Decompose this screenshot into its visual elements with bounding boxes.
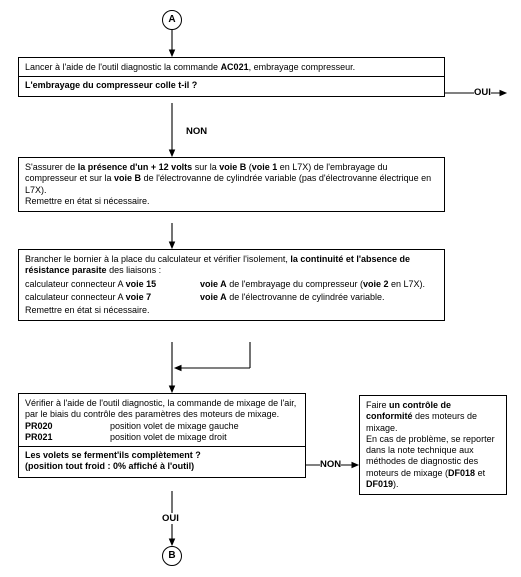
s2-t3: sur la — [192, 162, 219, 172]
s2-t1: S'assurer de — [25, 162, 78, 172]
s3-r1rb2: voie 2 — [363, 279, 389, 289]
s5-t5: DF018 — [448, 468, 475, 478]
step-launch-ac021: Lancer à l'aide de l'outil diagnostic la… — [18, 57, 445, 97]
s2-t10: Remettre en état si nécessaire. — [25, 196, 438, 207]
s3-r2lb: voie 7 — [126, 292, 152, 302]
s4-q1: Les volets se ferment'ils complètement ? — [25, 450, 299, 461]
s3-t4: Remettre en état si nécessaire. — [25, 305, 438, 316]
s5-t1: Faire — [366, 400, 389, 410]
s4-pr020l: PR020 — [25, 421, 110, 432]
node-b: B — [162, 546, 182, 566]
s2-t8: voie B — [114, 173, 141, 183]
label-non-top: NON — [186, 126, 207, 137]
step1-bold: AC021 — [221, 62, 249, 72]
s3-r1r2: en L7X). — [389, 279, 426, 289]
step-conformity-check: Faire un contrôle de conformité des mote… — [359, 395, 507, 495]
s3-r2l: calculateur connecteur A — [25, 292, 126, 302]
step1-pre: Lancer à l'aide de l'outil diagnostic la… — [25, 62, 221, 72]
s3-r2r: de l'électrovanne de cylindrée variable. — [227, 292, 385, 302]
s3-r1rb: voie A — [200, 279, 227, 289]
step1-post: , embrayage compresseur. — [249, 62, 356, 72]
s3-r1lb: voie 15 — [126, 279, 157, 289]
s4-pr020r: position volet de mixage gauche — [110, 421, 239, 432]
step-mixing-check: Vérifier à l'aide de l'outil diagnostic,… — [18, 393, 306, 478]
flowchart-canvas: A Lancer à l'aide de l'outil diagnostic … — [0, 0, 521, 577]
s5-t8: ). — [393, 479, 399, 489]
s2-t6: voie 1 — [252, 162, 278, 172]
label-oui-bottom: OUI — [162, 513, 179, 524]
s5-t6: et — [475, 468, 485, 478]
s2-t2: la présence d'un + 12 volts — [78, 162, 192, 172]
s3-r1r: de l'embrayage du compresseur ( — [227, 279, 363, 289]
s3-t3: des liaisons : — [107, 265, 162, 275]
step-continuity-check: Brancher le bornier à la place du calcul… — [18, 249, 445, 321]
s4-q2: (position tout froid : 0% affiché à l'ou… — [25, 461, 299, 472]
s2-t4: voie B — [219, 162, 246, 172]
s3-r2rb: voie A — [200, 292, 227, 302]
s4-t1: Vérifier à l'aide de l'outil diagnostic,… — [25, 398, 299, 421]
s3-r1l: calculateur connecteur A — [25, 279, 126, 289]
s3-t1: Brancher le bornier à la place du calcul… — [25, 254, 290, 264]
s5-t7: DF019 — [366, 479, 393, 489]
s4-pr021r: position volet de mixage droit — [110, 432, 227, 443]
s4-pr021l: PR021 — [25, 432, 110, 443]
label-oui-top: OUI — [474, 87, 491, 98]
label-non-mid: NON — [320, 459, 341, 470]
step1-question: L'embrayage du compresseur colle t-il ? — [25, 80, 438, 91]
step-12v-check: S'assurer de la présence d'un + 12 volts… — [18, 157, 445, 212]
node-a: A — [162, 10, 182, 30]
